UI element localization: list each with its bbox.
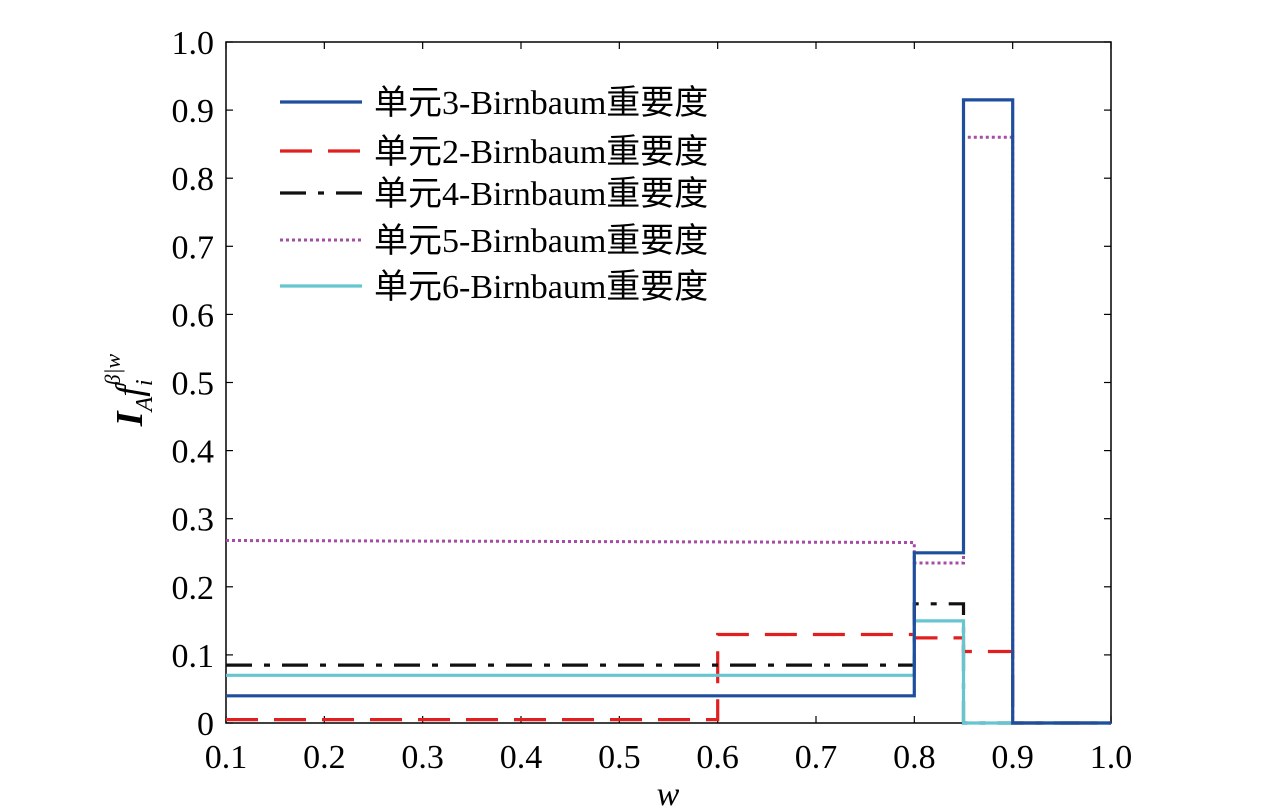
y-tick-label: 0.7 [172, 229, 215, 266]
x-axis-label: w [657, 776, 680, 811]
y-tick-label: 0.2 [172, 570, 215, 607]
x-tick-label: 0.3 [401, 739, 444, 776]
y-tick-label: 1.0 [172, 25, 215, 62]
x-tick-label: 0.6 [696, 739, 739, 776]
x-tick-label: 1.0 [1090, 739, 1133, 776]
y-label-sub: A [132, 396, 158, 413]
y-tick-label: 0.5 [172, 366, 215, 403]
series-line-2 [226, 632, 1111, 725]
x-axis-title: w [657, 776, 680, 811]
x-tick-label: 0.5 [598, 739, 641, 776]
y-tick-label: 0.1 [172, 638, 215, 675]
y-tick-label: 0.3 [172, 502, 215, 539]
x-tick-label: 0.1 [205, 739, 248, 776]
axis-ticks: 0.1 0.2 0.3 0.4 0.5 0.6 0.7 0.8 0.9 1.000.10.20.3… [172, 25, 1133, 776]
x-tick-label: 0.2 [303, 739, 346, 776]
legend: 单元3-Birnbaum重要度单元2-Birnbaum重要度单元4-Birnba… [280, 84, 708, 306]
x-tick-label: 0.7 [795, 739, 838, 776]
legend-label-5: 单元6-Birnbaum重要度 [374, 268, 708, 306]
series-line-1 [226, 98, 1111, 725]
series-line-3 [226, 602, 1111, 725]
y-tick-label: 0.4 [172, 434, 215, 471]
series-line-5 [226, 619, 1111, 725]
x-tick-label: 0.4 [500, 739, 543, 776]
y-tick-label: 0.8 [172, 161, 215, 198]
y-tick-label: 0 [197, 706, 214, 743]
svg-text:IAfiβ|w: IAfiβ|w [100, 353, 158, 427]
series-line-4 [225, 135, 1111, 725]
legend-label-4: 单元5-Birnbaum重要度 [374, 222, 708, 260]
y-axis-title: IAfiβ|w [100, 353, 158, 427]
y-tick-label: 0.9 [172, 93, 215, 130]
legend-label-2: 单元2-Birnbaum重要度 [374, 133, 708, 171]
series-group [225, 98, 1111, 725]
y-label-func-sup: β|w [100, 353, 125, 386]
legend-label-1: 单元3-Birnbaum重要度 [374, 84, 708, 122]
legend-label-3: 单元4-Birnbaum重要度 [374, 175, 708, 213]
x-tick-label: 0.8 [893, 739, 936, 776]
y-label-main: I [109, 410, 151, 427]
y-tick-label: 0.6 [172, 297, 215, 334]
y-label-func-sub: i [132, 379, 158, 386]
x-tick-label: 0.9 [991, 739, 1034, 776]
